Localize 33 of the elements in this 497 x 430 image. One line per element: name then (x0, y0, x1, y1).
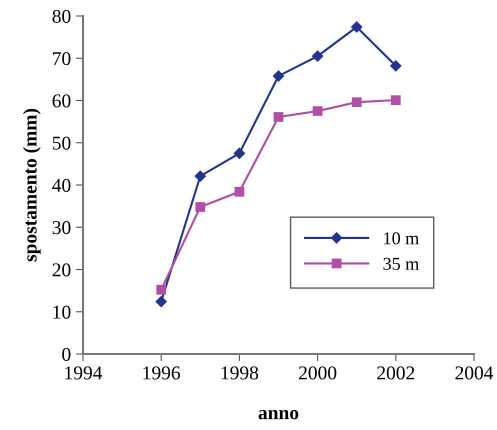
point (156, 284, 166, 295)
y-tick-label: 50 (52, 136, 70, 150)
point (274, 112, 284, 122)
point (272, 70, 284, 82)
point (234, 186, 244, 197)
x-tick-label: 1994 (65, 366, 102, 380)
point (351, 21, 362, 33)
x-tick-label: 1996 (143, 366, 180, 380)
y-tick-label: 10 (53, 306, 70, 319)
y-tick-label: 80 (52, 10, 70, 23)
y-axis-title: spostamento (mm) (23, 108, 41, 262)
point (390, 95, 401, 105)
x-tick-label: 2000 (299, 366, 336, 380)
y-tick-label: 0 (62, 348, 70, 361)
y-tick-label: 40 (52, 178, 70, 192)
point (312, 106, 322, 116)
y-tick-label: 70 (53, 52, 70, 66)
y-tick-label: 30 (52, 221, 70, 234)
point (234, 148, 246, 159)
point (156, 296, 167, 308)
x-tick-label: 2004 (455, 366, 494, 380)
x-tick-label: 1998 (222, 366, 258, 380)
y-tick-label: 20 (52, 263, 70, 276)
y-tick-label: 60 (52, 94, 70, 108)
point (312, 50, 324, 62)
x-axis-title: anno (258, 410, 298, 420)
point (194, 170, 206, 182)
point (195, 202, 206, 212)
legend-label: 35 m (384, 258, 419, 270)
x-tick-label: 2002 (377, 366, 414, 380)
point (352, 97, 362, 108)
point (390, 60, 402, 72)
legend-label: 10 m (384, 232, 419, 244)
